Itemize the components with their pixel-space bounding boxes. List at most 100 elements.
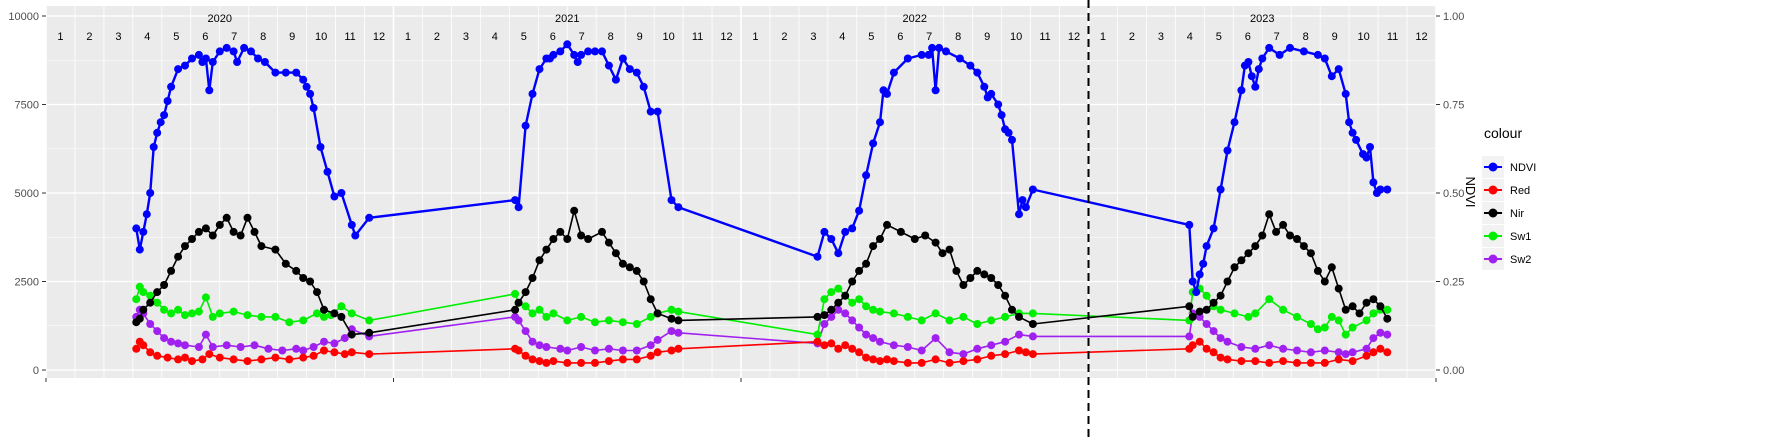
point-red [188, 357, 196, 366]
point-sw1 [139, 288, 148, 297]
point-nir [813, 312, 822, 321]
point-ndvi [980, 82, 989, 91]
point-ndvi [1345, 118, 1354, 127]
y-right-tick-label: 1.00 [1443, 11, 1464, 23]
point-red [917, 358, 926, 367]
point-sw1 [674, 307, 683, 316]
point-nir [896, 227, 905, 236]
point-nir [966, 274, 975, 282]
point-nir [674, 316, 683, 325]
point-sw1 [931, 309, 940, 318]
point-ndvi [1202, 242, 1211, 251]
point-red [1334, 355, 1343, 364]
point-ndvi [1008, 135, 1016, 144]
point-nir [584, 235, 593, 243]
point-nir [1383, 314, 1392, 323]
point-ndvi [511, 196, 520, 205]
point-ndvi [146, 189, 155, 197]
month-label: 6 [897, 31, 903, 43]
point-nir [973, 266, 982, 275]
point-ndvi [935, 43, 944, 52]
month-label: 3 [115, 31, 121, 43]
point-nir [201, 224, 210, 233]
point-red [931, 355, 940, 364]
point-red [834, 344, 843, 353]
point-sw2 [987, 341, 996, 350]
point-nir [827, 305, 836, 314]
point-nir [1327, 263, 1336, 272]
y-right-tick-label: 0.00 [1443, 365, 1464, 377]
point-sw2 [827, 312, 836, 321]
point-nir [542, 245, 551, 254]
point-red [205, 350, 214, 359]
point-nir [1216, 291, 1225, 300]
point-nir [625, 263, 634, 272]
point-sw2 [632, 346, 641, 355]
point-sw1 [1251, 309, 1260, 318]
point-ndvi [632, 68, 641, 77]
point-ndvi [1366, 143, 1374, 151]
point-sw1 [511, 289, 520, 298]
point-red [945, 358, 954, 367]
point-sw1 [521, 302, 530, 311]
month-label: 10 [1357, 31, 1369, 43]
point-red [876, 357, 884, 366]
point-nir [1334, 284, 1343, 293]
point-nir [910, 235, 919, 243]
point-nir [570, 206, 579, 215]
point-ndvi [973, 68, 982, 77]
legend-item-ndvi: NDVI [1482, 156, 1536, 178]
point-sw2 [1001, 337, 1010, 346]
point-ndvi [1320, 54, 1329, 63]
month-label: 8 [955, 31, 961, 43]
point-ndvi [1195, 270, 1204, 279]
point-sw2 [556, 344, 565, 353]
point-nir [365, 328, 374, 337]
point-sw2 [841, 309, 850, 318]
point-nir [646, 295, 655, 304]
point-nir [667, 314, 676, 323]
point-red [855, 348, 864, 357]
point-ndvi [365, 213, 374, 222]
point-nir [549, 235, 558, 243]
point-ndvi [570, 50, 579, 59]
point-sw1 [320, 312, 328, 321]
point-sw1 [347, 309, 356, 318]
point-sw2 [1369, 334, 1378, 343]
point-ndvi [188, 54, 196, 63]
point-ndvi [535, 65, 544, 74]
point-sw1 [827, 288, 836, 297]
point-sw2 [535, 341, 544, 350]
point-nir [876, 235, 884, 243]
point-ndvi [174, 65, 183, 74]
point-nir [250, 227, 259, 236]
point-sw1 [1348, 323, 1357, 332]
point-nir [1320, 277, 1329, 286]
point-red [320, 346, 328, 355]
point-sw1 [1383, 305, 1392, 314]
point-red [1265, 358, 1274, 367]
point-nir [980, 270, 989, 279]
point-nir [611, 249, 620, 258]
point-nir [535, 256, 544, 265]
point-ndvi [1341, 89, 1350, 98]
point-nir [1355, 309, 1364, 318]
point-ndvi [316, 143, 325, 151]
month-label: 12 [1415, 31, 1427, 43]
point-sw1 [1306, 320, 1315, 328]
point-sw2 [876, 337, 884, 346]
point-ndvi [994, 100, 1003, 109]
legend-label: Sw2 [1510, 254, 1531, 266]
point-sw1 [1265, 295, 1274, 304]
point-ndvi [827, 235, 836, 243]
point-red [299, 353, 308, 362]
point-red [841, 341, 850, 350]
point-ndvi [229, 47, 238, 56]
point-ndvi [931, 86, 940, 95]
point-sw2 [1028, 332, 1037, 341]
legend-label: NDVI [1510, 162, 1536, 174]
point-sw2 [264, 344, 273, 353]
point-red [1320, 358, 1329, 367]
point-ndvi [132, 224, 141, 233]
point-red [181, 353, 189, 362]
